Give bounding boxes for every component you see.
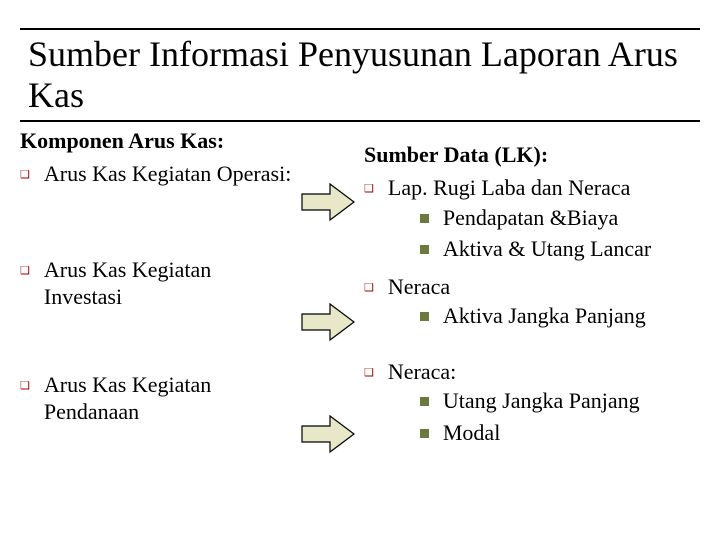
square-bullet-icon — [420, 245, 429, 254]
sub-item-text: Aktiva Jangka Panjang — [443, 302, 646, 330]
arrow-column — [300, 128, 360, 456]
sub-item-text: Modal — [443, 419, 500, 447]
square-outline-bullet-icon: ❑ — [364, 182, 374, 195]
sub-item: Modal — [420, 419, 640, 447]
left-item: ❑ Arus Kas Kegiatan Investasi — [20, 256, 292, 311]
right-group-label: Neraca: — [388, 358, 640, 386]
square-bullet-icon — [420, 429, 429, 438]
right-group-label: Neraca — [388, 273, 646, 301]
square-outline-bullet-icon: ❑ — [364, 366, 374, 379]
spacer — [20, 194, 292, 256]
right-group: ❑ Neraca Aktiva Jangka Panjang — [364, 273, 700, 334]
square-outline-bullet-icon: ❑ — [20, 264, 30, 277]
sub-item: Aktiva Jangka Panjang — [420, 302, 646, 330]
right-group-body: Neraca Aktiva Jangka Panjang — [388, 273, 646, 334]
content-area: Komponen Arus Kas: ❑ Arus Kas Kegiatan O… — [20, 128, 700, 456]
left-heading: Komponen Arus Kas: — [20, 128, 292, 154]
title-underline — [20, 120, 700, 122]
top-rule — [20, 28, 700, 30]
arrow-right-icon — [300, 302, 356, 342]
left-item: ❑ Arus Kas Kegiatan Operasi: — [20, 160, 292, 188]
spacer — [364, 128, 700, 142]
title-block: Sumber Informasi Penyusunan Laporan Arus… — [28, 34, 692, 117]
arrow-right-icon — [300, 414, 356, 454]
sub-item-text: Aktiva & Utang Lancar — [443, 235, 651, 263]
sub-list: Utang Jangka Panjang Modal — [420, 387, 640, 446]
sub-list: Aktiva Jangka Panjang — [420, 302, 646, 330]
square-bullet-icon — [420, 397, 429, 406]
right-group: ❑ Lap. Rugi Laba dan Neraca Pendapatan &… — [364, 174, 700, 267]
left-item-text: Arus Kas Kegiatan Pendanaan — [44, 371, 292, 426]
spacer — [20, 317, 292, 371]
sub-item: Aktiva & Utang Lancar — [420, 235, 651, 263]
square-outline-bullet-icon: ❑ — [20, 168, 30, 181]
left-column: Komponen Arus Kas: ❑ Arus Kas Kegiatan O… — [20, 128, 300, 456]
right-group: ❑ Neraca: Utang Jangka Panjang Modal — [364, 358, 700, 451]
right-group-body: Lap. Rugi Laba dan Neraca Pendapatan &Bi… — [388, 174, 651, 267]
spacer — [364, 340, 700, 358]
sub-item: Pendapatan &Biaya — [420, 204, 651, 232]
arrow-right-icon — [300, 182, 356, 222]
sub-item-text: Utang Jangka Panjang — [443, 387, 640, 415]
square-outline-bullet-icon: ❑ — [20, 379, 30, 392]
square-outline-bullet-icon: ❑ — [364, 281, 374, 294]
sub-list: Pendapatan &Biaya Aktiva & Utang Lancar — [420, 204, 651, 263]
square-bullet-icon — [420, 214, 429, 223]
square-bullet-icon — [420, 312, 429, 321]
sub-item-text: Pendapatan &Biaya — [443, 204, 618, 232]
left-item-text: Arus Kas Kegiatan Operasi: — [44, 160, 291, 188]
left-item: ❑ Arus Kas Kegiatan Pendanaan — [20, 371, 292, 426]
right-heading: Sumber Data (LK): — [364, 142, 700, 168]
right-group-body: Neraca: Utang Jangka Panjang Modal — [388, 358, 640, 451]
sub-item: Utang Jangka Panjang — [420, 387, 640, 415]
slide-title: Sumber Informasi Penyusunan Laporan Arus… — [28, 34, 692, 117]
left-item-text: Arus Kas Kegiatan Investasi — [44, 256, 292, 311]
right-column: Sumber Data (LK): ❑ Lap. Rugi Laba dan N… — [360, 128, 700, 456]
right-group-label: Lap. Rugi Laba dan Neraca — [388, 174, 651, 202]
